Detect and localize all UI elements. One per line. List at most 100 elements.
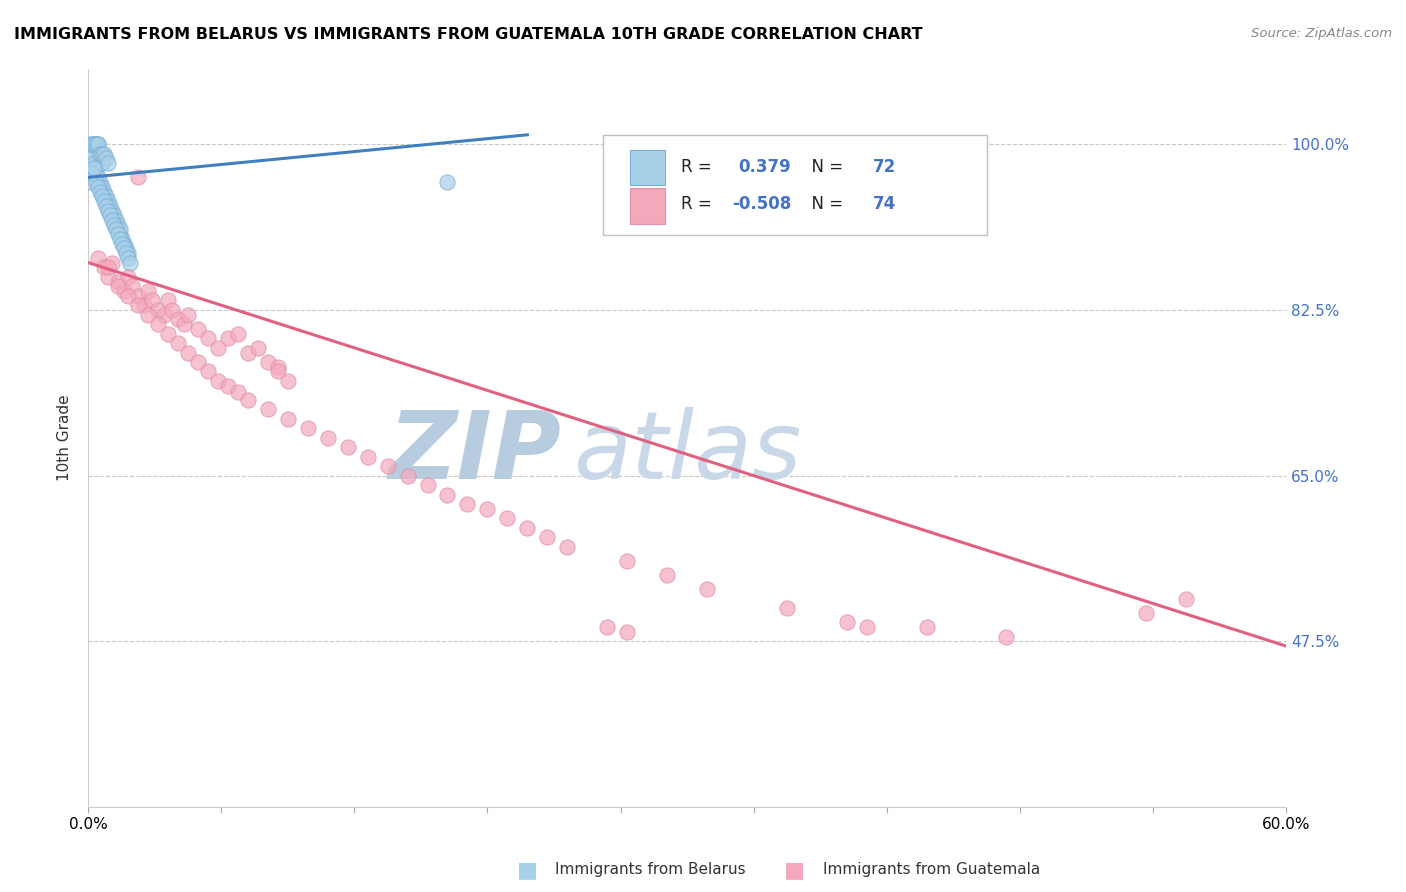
Point: [87, 251, 110, 265]
Point: [84, 137, 107, 152]
Point: [97, 203, 120, 218]
Point: [98, 203, 121, 218]
Point: [516, 521, 538, 535]
Point: [97, 269, 120, 284]
Point: [156, 326, 179, 341]
Text: ZIP: ZIP: [388, 407, 561, 499]
Point: [277, 374, 299, 388]
Point: [236, 345, 259, 359]
Point: [87, 170, 110, 185]
Point: [1135, 606, 1157, 620]
Point: [217, 331, 239, 345]
Point: [82, 146, 104, 161]
Point: [776, 601, 799, 615]
Point: [112, 284, 135, 298]
Point: [127, 289, 149, 303]
Point: [89, 179, 111, 194]
Point: [107, 227, 129, 242]
Y-axis label: 10th Grade: 10th Grade: [58, 394, 72, 481]
Point: [121, 279, 143, 293]
Point: [267, 359, 290, 374]
Point: [127, 298, 149, 312]
Point: [136, 308, 159, 322]
Point: [101, 255, 124, 269]
Text: Source: ZipAtlas.com: Source: ZipAtlas.com: [1251, 27, 1392, 40]
Point: [117, 246, 139, 260]
Point: [177, 345, 200, 359]
Point: [87, 179, 110, 194]
Point: [141, 293, 163, 308]
Point: [132, 298, 155, 312]
Point: [94, 189, 117, 203]
Point: [995, 630, 1018, 644]
Point: [146, 317, 169, 331]
Point: [316, 431, 339, 445]
Point: [655, 568, 678, 582]
Point: [616, 624, 638, 639]
Point: [117, 289, 139, 303]
Point: [107, 222, 129, 236]
Point: [173, 317, 195, 331]
Text: ■: ■: [517, 860, 537, 880]
Point: [101, 213, 124, 227]
Point: [197, 331, 219, 345]
Point: [108, 232, 131, 246]
Point: [217, 378, 239, 392]
Point: [111, 232, 134, 246]
Point: [436, 487, 458, 501]
Point: [97, 199, 120, 213]
Point: [79, 166, 101, 180]
Point: [93, 189, 115, 203]
Point: [855, 620, 877, 634]
Point: [226, 326, 249, 341]
Point: [117, 269, 139, 284]
Point: [167, 336, 190, 351]
Point: [83, 156, 105, 170]
Text: Immigrants from Guatemala: Immigrants from Guatemala: [823, 863, 1040, 877]
Point: [82, 166, 104, 180]
Point: [117, 251, 139, 265]
Point: [246, 341, 269, 355]
Point: [84, 170, 107, 185]
Point: [91, 156, 114, 170]
Point: [89, 146, 111, 161]
Text: 74: 74: [873, 194, 896, 212]
Point: [107, 279, 129, 293]
Point: [94, 152, 117, 166]
Point: [83, 161, 105, 175]
Point: [91, 146, 114, 161]
Point: [101, 208, 124, 222]
Text: 72: 72: [873, 158, 896, 176]
Text: atlas: atlas: [574, 407, 801, 498]
Point: [267, 364, 290, 378]
Point: [83, 137, 105, 152]
Point: [120, 255, 142, 269]
Point: [98, 199, 121, 213]
Point: [103, 213, 125, 227]
Point: [83, 137, 105, 152]
Point: [112, 241, 135, 255]
Point: [167, 312, 190, 326]
Point: [108, 227, 131, 242]
FancyBboxPatch shape: [603, 135, 987, 235]
Text: N =: N =: [801, 194, 848, 212]
Point: [101, 203, 124, 218]
Point: [84, 175, 107, 189]
Point: [436, 175, 458, 189]
Point: [108, 222, 131, 236]
Point: [416, 478, 439, 492]
Point: [107, 218, 129, 232]
Point: [696, 582, 718, 597]
Text: Immigrants from Belarus: Immigrants from Belarus: [555, 863, 747, 877]
Point: [91, 185, 114, 199]
Point: [84, 166, 107, 180]
Point: [115, 246, 138, 260]
Text: -0.508: -0.508: [733, 194, 792, 212]
Point: [111, 236, 134, 251]
Point: [105, 213, 128, 227]
Point: [336, 440, 359, 454]
Text: R =: R =: [681, 158, 723, 176]
Point: [835, 615, 858, 630]
Point: [93, 185, 115, 199]
Point: [187, 322, 209, 336]
